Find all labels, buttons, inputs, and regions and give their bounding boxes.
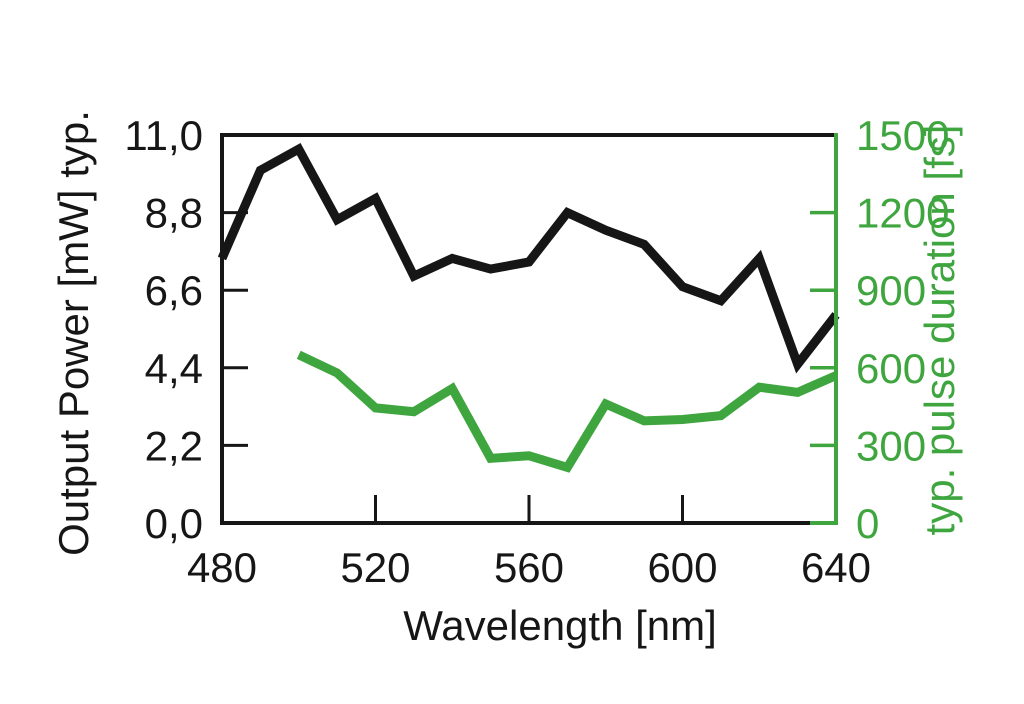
left-axis-tick-label: 11,0 [124,112,203,159]
x-axis-tick-label: 600 [647,544,717,591]
axes-layer [220,133,838,525]
left-axis-tick-label: 0,0 [145,500,203,547]
x-axis-title: Wavelength [nm] [403,602,717,649]
right-axis-tick-label: 600 [856,345,926,392]
left-axis-tick-label: 2,2 [145,422,203,469]
x-axis-tick-label: 640 [801,544,871,591]
left-axis-tick-label: 4,4 [145,345,203,392]
right-axis-tick-label: 0 [856,500,879,547]
right-axis-tick-label: 1200 [856,190,949,237]
right-axis-title: typ. pulse duration [fs] [916,125,963,536]
pulse-duration-line [296,350,838,473]
x-axis-tick-label: 480 [187,544,257,591]
ticks-layer: 0,0 2,2 4,4 6,6 8,8 11,0 0 300 600 900 1200 1500 480… [124,112,949,591]
right-axis-tick-label: 300 [856,422,926,469]
right-axis-tick-label: 1500 [856,112,949,159]
x-axis-tick-label: 560 [494,544,564,591]
series-layer [217,142,840,473]
left-axis-tick-label: 8,8 [145,190,203,237]
x-axis-tick-label: 520 [340,544,410,591]
left-axis-tick-label: 6,6 [145,267,203,314]
right-axis-tick-label: 900 [856,267,926,314]
output-power-line [217,142,840,374]
left-axis-title: Output Power [mW] typ. [50,110,97,556]
